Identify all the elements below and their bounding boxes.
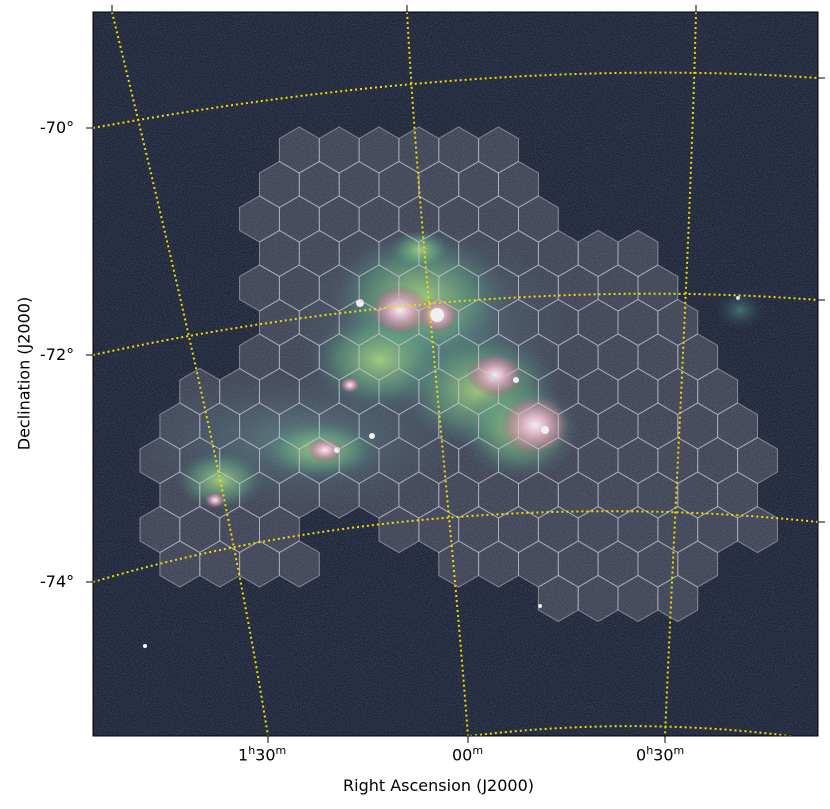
dec-gridline-74 (93, 510, 818, 583)
y-tick-label: -72° (40, 345, 75, 364)
y-tick-label: -70° (40, 118, 75, 137)
galaxy-emission (130, 220, 765, 648)
plot-frame (92, 11, 819, 737)
dec-gridline-76 (469, 725, 797, 736)
y-tick-label: -74° (40, 572, 75, 591)
x-tick-label: 1h30m (238, 744, 287, 765)
x-axis-label: Right Ascension (J2000) (343, 776, 534, 795)
y-axis-label: Declination (J2000) (14, 296, 34, 451)
image-area (93, 12, 818, 736)
dec-gridline-70 (93, 71, 818, 129)
x-tick-label: 00m (452, 744, 484, 765)
hex-tile (278, 540, 320, 588)
ra-gridline-1h30m (111, 12, 269, 736)
x-tick-label: 0h30m (636, 744, 685, 765)
hexagon-tile-overlay (139, 126, 778, 623)
hex-tile (657, 574, 699, 623)
coordinate-grid (93, 12, 818, 736)
tick-marks (86, 5, 825, 743)
